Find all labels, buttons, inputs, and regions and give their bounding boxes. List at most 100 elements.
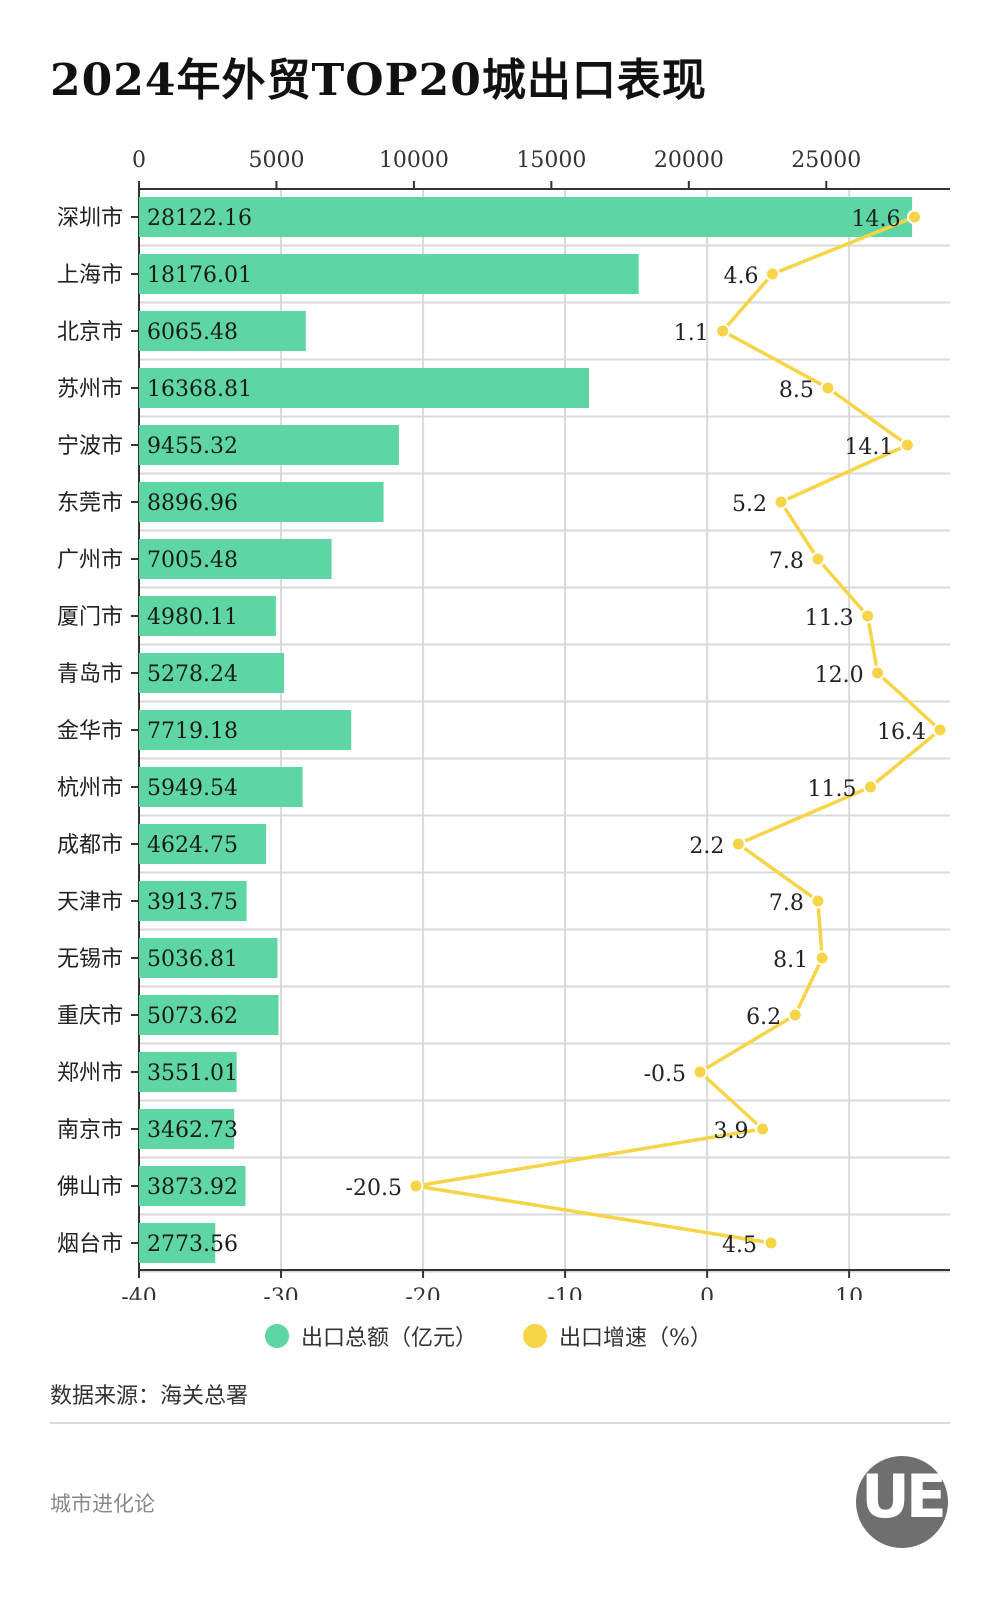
bar-value-label: 28122.16 — [147, 206, 252, 231]
combo-chart: 0 5000 10000 15000 20000 25000 -40 -30 -20 -10 0 10… — [57, 148, 950, 1300]
top-axis-tick-label: 15000 — [516, 148, 586, 173]
bar-export-total — [139, 881, 247, 921]
bar-value-label: 7719.18 — [147, 719, 238, 744]
category-label: 烟台市 — [57, 1232, 123, 1257]
growth-value-label: 8.1 — [773, 948, 808, 973]
category-label: 厦门市 — [57, 605, 123, 630]
category-label: 苏州市 — [57, 377, 123, 402]
data-source: 数据来源：海关总署 — [50, 1384, 249, 1409]
bar-export-total — [139, 425, 399, 465]
category-label: 杭州市 — [57, 776, 123, 801]
bottom-axis-tick-label: -40 — [121, 1285, 156, 1300]
bar-value-label: 5949.54 — [147, 776, 238, 801]
category-label: 上海市 — [57, 263, 123, 288]
growth-point — [870, 665, 886, 681]
growth-value-label: 7.8 — [769, 891, 804, 916]
growth-point — [692, 1064, 708, 1080]
legend: 出口总额（亿元） 出口增速（%） — [265, 1320, 712, 1352]
category-label: 重庆市 — [57, 1004, 123, 1029]
growth-point — [408, 1178, 424, 1194]
footer-divider — [50, 1422, 950, 1424]
brand-logo: UE — [856, 1456, 948, 1548]
legend-swatch-green — [265, 1324, 289, 1348]
bar-export-total — [139, 1223, 216, 1263]
growth-point — [810, 893, 826, 909]
growth-value-label: -20.5 — [346, 1176, 402, 1201]
bar-export-total — [139, 539, 332, 579]
category-label: 金华市 — [57, 719, 123, 744]
bar-value-label: 3462.73 — [147, 1118, 238, 1143]
category-label: 无锡市 — [57, 947, 123, 972]
bar-value-label: 4980.11 — [147, 605, 238, 630]
bar-export-total — [139, 311, 306, 351]
top-axis-tick-label: 20000 — [654, 148, 724, 173]
bottom-axis-tick-label: 10 — [835, 1285, 863, 1300]
top-axis-tick-label: 5000 — [248, 148, 304, 173]
growth-value-label: 7.8 — [769, 549, 804, 574]
logo-lettering: UE — [861, 1462, 947, 1532]
top-axis-tick-label: 0 — [132, 148, 146, 173]
bar-export-total — [139, 653, 285, 693]
bar-value-label: 7005.48 — [147, 548, 238, 573]
growth-point — [773, 494, 789, 510]
bar-value-label: 3551.01 — [147, 1061, 238, 1086]
bar-value-label: 5278.24 — [147, 662, 238, 687]
bar-export-total — [139, 368, 590, 408]
category-label: 佛山市 — [57, 1175, 123, 1200]
growth-value-label: 6.2 — [746, 1005, 781, 1030]
bar-export-total — [139, 995, 279, 1035]
growth-value-label: -0.5 — [644, 1062, 686, 1087]
category-label: 宁波市 — [57, 434, 123, 459]
category-label: 南京市 — [57, 1118, 123, 1143]
growth-value-label: 14.6 — [852, 207, 901, 232]
brand-name: 城市进化论 — [50, 1492, 155, 1516]
growth-point — [810, 551, 826, 567]
bar-value-label: 5073.62 — [147, 1004, 238, 1029]
bar-value-label: 16368.81 — [147, 377, 252, 402]
growth-value-label: 2.2 — [689, 834, 724, 859]
category-label: 天津市 — [57, 890, 123, 915]
growth-value-label: 16.4 — [877, 720, 926, 745]
growth-value-label: 1.1 — [674, 321, 709, 346]
top-axis-tick-label: 25000 — [791, 148, 861, 173]
bar-export-total — [139, 767, 303, 807]
growth-value-label: 8.5 — [779, 378, 814, 403]
growth-value-label: 11.5 — [807, 777, 856, 802]
growth-value-label: 11.3 — [805, 606, 854, 631]
bar-export-total — [139, 1166, 246, 1206]
bottom-axis-tick-label: -10 — [547, 1285, 582, 1300]
growth-point — [820, 380, 836, 396]
chart-title: 2024年外贸TOP20城出口表现 — [50, 55, 707, 106]
growth-point — [860, 608, 876, 624]
bar-export-total — [139, 1052, 237, 1092]
bottom-axis-tick-label: -30 — [263, 1285, 298, 1300]
category-label: 广州市 — [57, 548, 123, 573]
growth-point — [764, 266, 780, 282]
category-label: 成都市 — [57, 833, 123, 858]
bar-value-label: 3873.92 — [147, 1175, 238, 1200]
growth-point — [814, 950, 830, 966]
bar-export-total — [139, 710, 352, 750]
category-label: 深圳市 — [57, 206, 123, 231]
growth-value-label: 4.5 — [722, 1233, 757, 1258]
bar-export-total — [139, 482, 384, 522]
growth-point — [755, 1121, 771, 1137]
growth-point — [730, 836, 746, 852]
growth-value-label: 3.9 — [714, 1119, 749, 1144]
legend-item-export-total: 出口总额（亿元） — [265, 1320, 477, 1352]
bar-value-label: 6065.48 — [147, 320, 238, 345]
growth-point — [715, 323, 731, 339]
bottom-axis-tick-label: 0 — [700, 1285, 714, 1300]
bottom-axis-tick-label: -20 — [405, 1285, 440, 1300]
bar-value-label: 4624.75 — [147, 833, 238, 858]
category-label: 青岛市 — [57, 662, 123, 687]
bar-export-total — [139, 254, 639, 294]
growth-value-label: 4.6 — [723, 264, 758, 289]
legend-item-export-growth: 出口增速（%） — [523, 1320, 712, 1352]
category-label: 东莞市 — [57, 491, 123, 516]
growth-point — [787, 1007, 803, 1023]
growth-point — [932, 722, 948, 738]
bar-value-label: 3913.75 — [147, 890, 238, 915]
bar-value-label: 9455.32 — [147, 434, 238, 459]
growth-point — [899, 437, 915, 453]
